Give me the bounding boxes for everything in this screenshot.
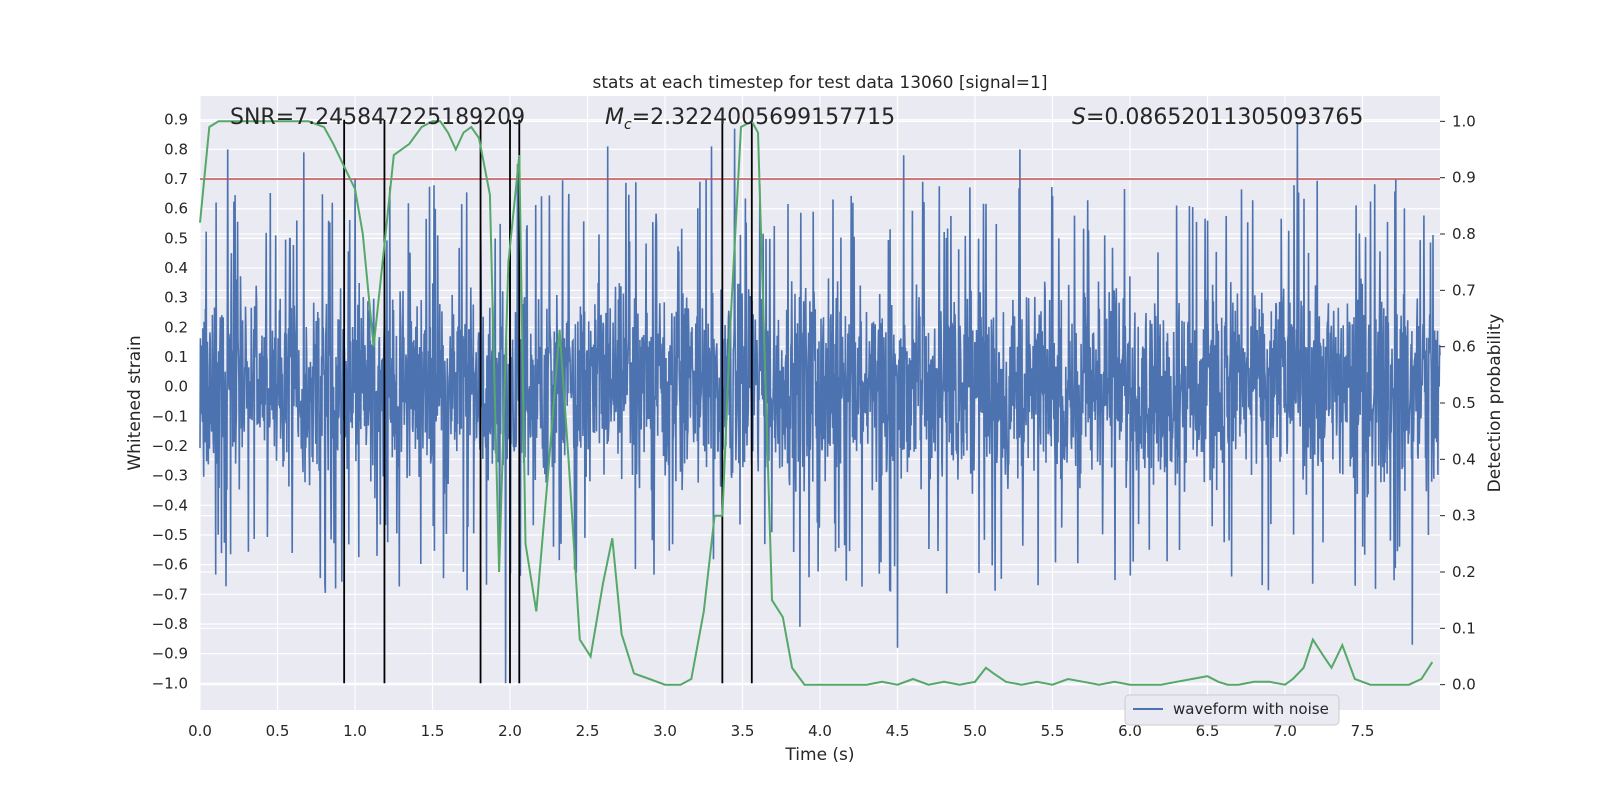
y-left-tick-label: 0.7 bbox=[164, 170, 188, 188]
x-tick-label: 5.0 bbox=[963, 722, 987, 740]
x-tick-label: 2.5 bbox=[576, 722, 600, 740]
x-tick-label: 4.0 bbox=[808, 722, 832, 740]
chirp-mass-value: =2.3224005699157715 bbox=[632, 105, 895, 130]
x-tick-label: 2.0 bbox=[498, 722, 522, 740]
y-left-tick-label: −0.3 bbox=[152, 467, 188, 485]
y-left-tick-label: 0.0 bbox=[164, 378, 188, 396]
y-right-tick-label: 0.2 bbox=[1452, 563, 1476, 581]
x-tick-label: 0.0 bbox=[188, 722, 212, 740]
y-right-tick-label: 0.7 bbox=[1452, 281, 1476, 299]
probability-line bbox=[199, 119, 1434, 686]
y-left-tick-label: −1.0 bbox=[152, 674, 188, 692]
y-left-tick-label: −0.6 bbox=[152, 556, 188, 574]
y-right-tick-label: 0.8 bbox=[1452, 225, 1476, 243]
legend-box bbox=[1124, 694, 1340, 726]
y-right-tick-label: 0.6 bbox=[1452, 338, 1476, 356]
waveform-line bbox=[199, 122, 1441, 684]
x-tick-label: 0.5 bbox=[266, 722, 290, 740]
y-right-tick-label: 0.5 bbox=[1452, 394, 1476, 412]
x-tick-label: 7.0 bbox=[1273, 722, 1297, 740]
y-left-tick-label: 0.8 bbox=[164, 140, 188, 158]
y-right-tick-label: 0.3 bbox=[1452, 507, 1476, 525]
y-left-tick-label: 0.4 bbox=[164, 259, 188, 277]
y-left-tick-label: −0.5 bbox=[152, 526, 188, 544]
x-tick-label: 7.5 bbox=[1351, 722, 1375, 740]
legend: waveform with noise bbox=[1124, 694, 1340, 726]
y-left-tick-label: −0.1 bbox=[152, 407, 188, 425]
x-tick-label: 3.0 bbox=[653, 722, 677, 740]
y-left-tick-label: −0.7 bbox=[152, 585, 188, 603]
y-left-tick-label: −0.9 bbox=[152, 645, 188, 663]
y-axis-left-label: Whitened strain bbox=[125, 335, 145, 470]
y-axis-right-label: Detection probability bbox=[1485, 314, 1505, 493]
y-right-tick-labels: 1.0 0.9 0.8 0.7 0.6 0.5 0.4 0.3 0.2 0.1 0.0 bbox=[1440, 112, 1476, 694]
y-right-tick-label: 0.1 bbox=[1452, 619, 1476, 637]
x-axis-label: Time (s) bbox=[784, 745, 854, 765]
x-tick-label: 1.5 bbox=[421, 722, 445, 740]
x-tick-labels: 0.0 0.5 1.0 1.5 2.0 2.5 3.0 3.5 4.0 4.5 5.0 5.5 6.0 6… bbox=[188, 722, 1374, 740]
x-tick-label: 6.5 bbox=[1196, 722, 1220, 740]
x-tick-label: 3.5 bbox=[731, 722, 755, 740]
s-statistic-value: =0.08652011305093765 bbox=[1086, 105, 1363, 130]
x-tick-label: 5.5 bbox=[1041, 722, 1065, 740]
y-left-tick-label: 0.9 bbox=[164, 111, 188, 129]
y-left-tick-label: 0.3 bbox=[164, 289, 188, 307]
y-left-tick-label: −0.2 bbox=[152, 437, 188, 455]
y-right-tick-label: 1.0 bbox=[1452, 112, 1476, 130]
snr-annotation: SNR=7.245847225189209 bbox=[230, 105, 525, 130]
chirp-mass-subscript: c bbox=[624, 117, 632, 133]
y-left-tick-label: −0.8 bbox=[152, 615, 188, 633]
y-left-tick-labels: 0.9 0.8 0.7 0.6 0.5 0.4 0.3 0.2 0.1 0.0 −0.1 −0.2 −0… bbox=[152, 111, 188, 693]
y-right-tick-label: 0.9 bbox=[1452, 169, 1476, 187]
x-tick-label: 4.5 bbox=[886, 722, 910, 740]
x-tick-label: 6.0 bbox=[1118, 722, 1142, 740]
y-left-tick-label: 0.1 bbox=[164, 348, 188, 366]
waveform-series bbox=[199, 122, 1441, 684]
probability-series bbox=[199, 119, 1434, 686]
x-tick-label: 1.0 bbox=[343, 722, 367, 740]
chirp-mass-annotation: Mc=2.3224005699157715 bbox=[605, 105, 895, 133]
chirp-mass-symbol: M bbox=[605, 105, 624, 130]
chart-title: stats at each timestep for test data 130… bbox=[593, 73, 1048, 93]
y-left-tick-label: 0.6 bbox=[164, 200, 188, 218]
s-statistic-symbol: S bbox=[1072, 105, 1086, 130]
plot-area bbox=[199, 96, 1441, 710]
y-right-tick-label: 0.4 bbox=[1452, 450, 1476, 468]
y-left-tick-label: 0.2 bbox=[164, 318, 188, 336]
s-statistic-annotation: S=0.08652011305093765 bbox=[1072, 105, 1363, 130]
y-left-tick-label: −0.4 bbox=[152, 496, 188, 514]
y-left-tick-label: 0.5 bbox=[164, 229, 188, 247]
legend-label-waveform: waveform with noise bbox=[1173, 700, 1329, 718]
y-right-tick-label: 0.0 bbox=[1452, 676, 1476, 694]
